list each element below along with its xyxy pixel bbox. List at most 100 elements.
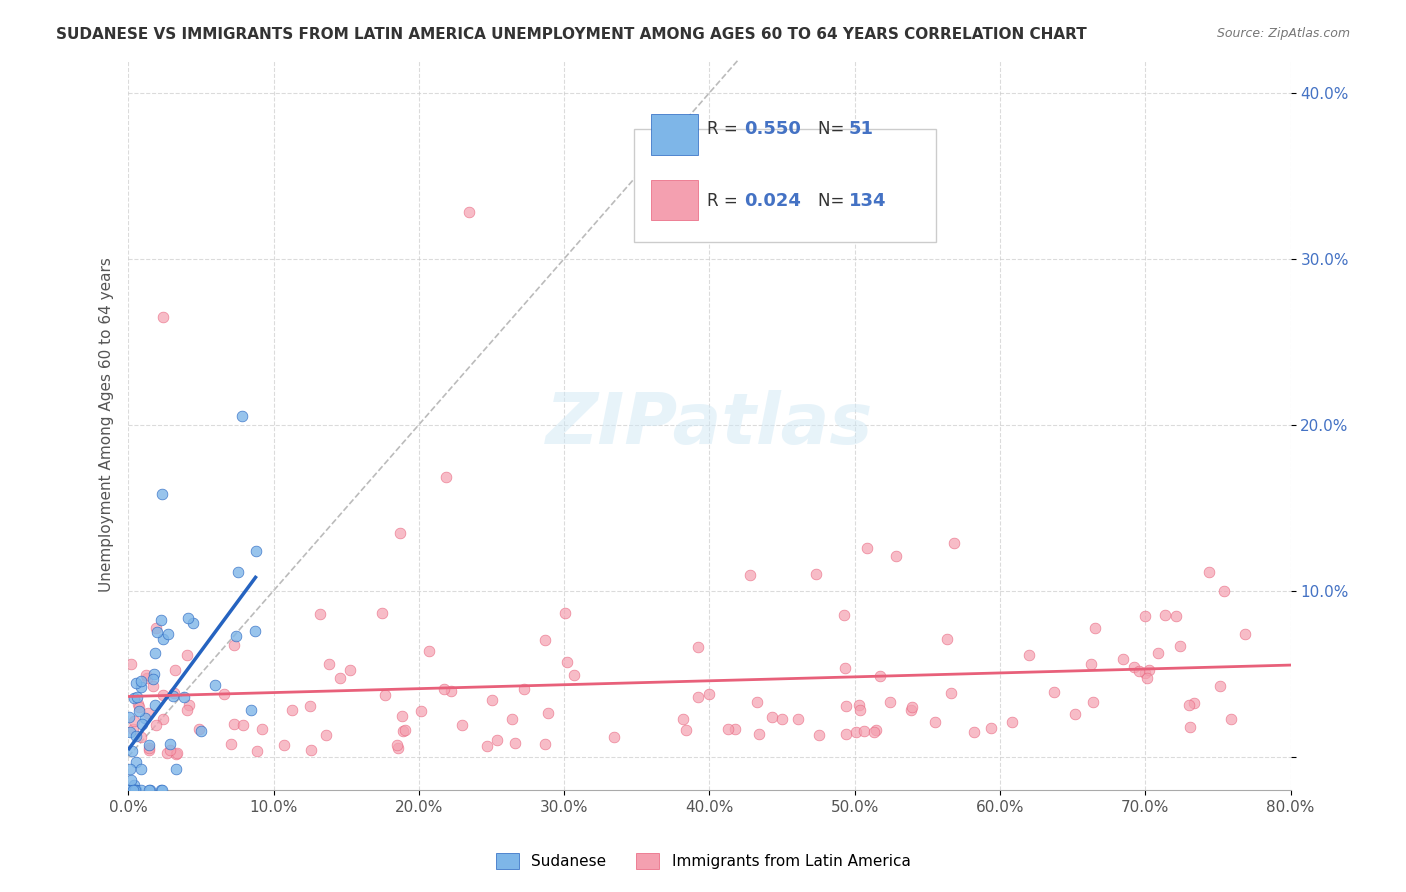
Sudanese: [143, 666, 166, 681]
Immigrants from Latin America: [299, 698, 322, 713]
Immigrants from Latin America: [309, 607, 332, 622]
Immigrants from Latin America: [232, 718, 254, 732]
Immigrants from Latin America: [145, 621, 167, 635]
Immigrants from Latin America: [804, 567, 827, 582]
Immigrants from Latin America: [832, 608, 855, 623]
Sudanese: [124, 782, 146, 797]
Sudanese: [134, 711, 156, 725]
Sudanese: [124, 691, 146, 706]
Immigrants from Latin America: [1198, 565, 1220, 579]
Sudanese: [150, 782, 173, 797]
Immigrants from Latin America: [224, 639, 246, 653]
Immigrants from Latin America: [724, 722, 747, 736]
Immigrants from Latin America: [176, 648, 198, 662]
Immigrants from Latin America: [835, 699, 858, 714]
Immigrants from Latin America: [884, 549, 907, 563]
Sudanese: [225, 629, 247, 643]
Text: N=: N=: [817, 120, 849, 138]
Immigrants from Latin America: [138, 741, 160, 756]
Immigrants from Latin America: [1212, 584, 1234, 599]
Text: R =: R =: [707, 192, 744, 210]
Sudanese: [143, 646, 166, 660]
Immigrants from Latin America: [503, 736, 526, 750]
Immigrants from Latin America: [394, 723, 416, 737]
Immigrants from Latin America: [1178, 720, 1201, 734]
Sudanese: [121, 744, 143, 758]
Immigrants from Latin America: [391, 709, 413, 723]
Immigrants from Latin America: [900, 703, 922, 717]
Sudanese: [124, 778, 146, 792]
Sudanese: [118, 762, 141, 776]
Immigrants from Latin America: [142, 679, 165, 693]
Immigrants from Latin America: [675, 723, 697, 737]
Immigrants from Latin America: [1122, 659, 1144, 673]
Immigrants from Latin America: [554, 607, 576, 621]
Sudanese: [131, 782, 153, 797]
Immigrants from Latin America: [1146, 646, 1168, 660]
Sudanese: [181, 615, 204, 630]
Immigrants from Latin America: [562, 668, 585, 682]
Immigrants from Latin America: [122, 714, 145, 728]
Sudanese: [124, 755, 146, 769]
Immigrants from Latin America: [329, 671, 352, 685]
Immigrants from Latin America: [808, 728, 831, 742]
Immigrants from Latin America: [374, 688, 396, 702]
Immigrants from Latin America: [176, 703, 198, 717]
Immigrants from Latin America: [602, 730, 624, 744]
Legend: Sudanese, Immigrants from Latin America: Sudanese, Immigrants from Latin America: [489, 847, 917, 875]
Text: R =: R =: [707, 120, 744, 138]
Sudanese: [128, 704, 150, 718]
Immigrants from Latin America: [1043, 685, 1066, 699]
Sudanese: [159, 737, 181, 751]
Immigrants from Latin America: [862, 725, 884, 739]
Sudanese: [146, 625, 169, 640]
Immigrants from Latin America: [156, 747, 179, 761]
Sudanese: [122, 782, 145, 797]
Immigrants from Latin America: [281, 703, 304, 717]
Immigrants from Latin America: [534, 737, 557, 751]
Immigrants from Latin America: [761, 709, 783, 723]
Immigrants from Latin America: [1080, 657, 1102, 671]
Text: SUDANESE VS IMMIGRANTS FROM LATIN AMERICA UNEMPLOYMENT AMONG AGES 60 TO 64 YEARS: SUDANESE VS IMMIGRANTS FROM LATIN AMERIC…: [56, 27, 1087, 42]
Immigrants from Latin America: [939, 686, 962, 700]
Sudanese: [118, 725, 141, 739]
Immigrants from Latin America: [555, 655, 578, 669]
Immigrants from Latin America: [299, 743, 322, 757]
Sudanese: [139, 782, 162, 797]
Immigrants from Latin America: [1137, 663, 1160, 677]
Immigrants from Latin America: [145, 718, 167, 732]
Text: 0.550: 0.550: [744, 120, 801, 138]
Immigrants from Latin America: [513, 681, 536, 696]
Immigrants from Latin America: [127, 698, 149, 712]
Immigrants from Latin America: [1166, 608, 1188, 623]
Sudanese: [125, 690, 148, 704]
Immigrants from Latin America: [740, 567, 762, 582]
Immigrants from Latin America: [1135, 671, 1157, 685]
Immigrants from Latin America: [534, 633, 557, 648]
Immigrants from Latin America: [166, 746, 188, 760]
Sudanese: [149, 613, 172, 627]
Immigrants from Latin America: [159, 743, 181, 757]
Sudanese: [129, 763, 152, 777]
Sudanese: [239, 703, 262, 717]
Immigrants from Latin America: [486, 733, 509, 747]
Immigrants from Latin America: [315, 728, 337, 742]
Immigrants from Latin America: [273, 738, 295, 752]
Immigrants from Latin America: [120, 657, 142, 672]
Text: 0.024: 0.024: [744, 192, 801, 210]
Immigrants from Latin America: [1178, 698, 1201, 713]
Immigrants from Latin America: [481, 693, 503, 707]
Immigrants from Latin America: [418, 643, 440, 657]
Sudanese: [125, 675, 148, 690]
Immigrants from Latin America: [672, 712, 695, 726]
Immigrants from Latin America: [1018, 648, 1040, 662]
Immigrants from Latin America: [436, 470, 458, 484]
Sudanese: [120, 773, 142, 788]
Immigrants from Latin America: [845, 725, 868, 739]
Text: ZIPatlas: ZIPatlas: [546, 390, 873, 459]
Immigrants from Latin America: [128, 699, 150, 714]
Immigrants from Latin America: [152, 310, 174, 324]
Sudanese: [150, 486, 173, 500]
Immigrants from Latin America: [339, 663, 361, 677]
Immigrants from Latin America: [924, 714, 946, 729]
